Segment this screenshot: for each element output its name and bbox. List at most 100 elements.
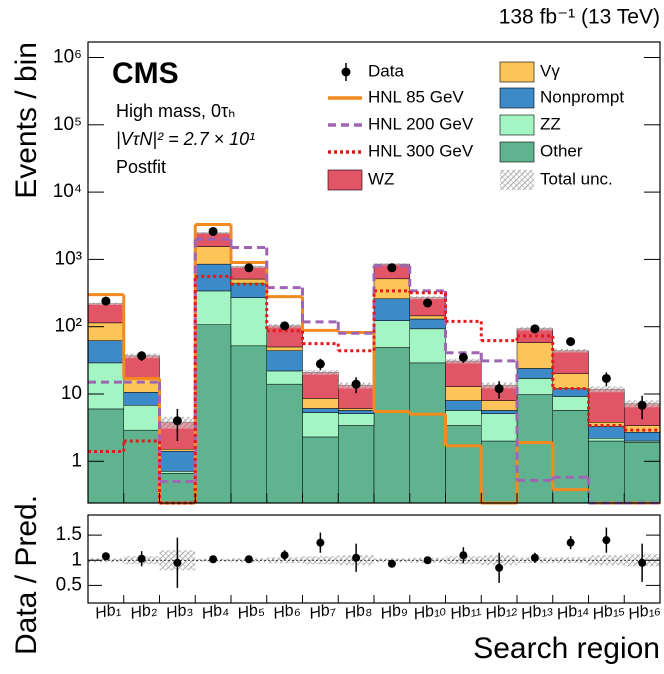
stack-segment bbox=[338, 410, 375, 414]
stack-segment bbox=[123, 392, 160, 406]
x-tick-label: Hb₁ bbox=[94, 601, 122, 623]
stack-segment bbox=[445, 400, 482, 411]
stack-segment bbox=[445, 360, 482, 387]
stack-segment bbox=[195, 263, 232, 292]
ratio-point bbox=[387, 559, 396, 568]
annotation: High mass, 0τₕ bbox=[116, 101, 235, 121]
stack-segment bbox=[338, 413, 375, 426]
y-tick-label: 1.5 bbox=[56, 524, 82, 545]
legend-label: ZZ bbox=[540, 114, 561, 133]
main-panel: 1 10 10² 10³ 10⁴ 10⁵ 10⁶ Data HNL 85 GeV HNL 200 … bbox=[53, 47, 661, 505]
stack-segment bbox=[588, 388, 625, 423]
ratio-axis-label: Data / Pred. bbox=[10, 495, 43, 655]
x-tick-label: Hb₆ bbox=[272, 600, 302, 622]
x-tick-label: Hb₇ bbox=[308, 600, 338, 622]
ratio-point bbox=[244, 555, 253, 564]
x-tick-label: Hb₉ bbox=[379, 601, 409, 623]
legend-label: HNL 200 GeV bbox=[368, 114, 474, 133]
x-tick-label: Hb₁₂ bbox=[484, 600, 518, 623]
stack-segment bbox=[481, 410, 518, 414]
stack-segment bbox=[481, 440, 518, 504]
data-point bbox=[387, 263, 397, 273]
legend-symbol bbox=[499, 87, 535, 109]
stack-segment bbox=[123, 405, 160, 431]
y-tick-label: 10⁵ bbox=[53, 114, 82, 135]
legend-label: Other bbox=[540, 141, 583, 160]
y-tick-label: 1 bbox=[71, 549, 82, 570]
stack-segment bbox=[87, 408, 124, 504]
stack-segment bbox=[302, 436, 339, 504]
stack-segment bbox=[373, 347, 410, 504]
x-tick-label: Hb₁₅ bbox=[591, 600, 626, 623]
ratio-point bbox=[566, 538, 575, 547]
stack-segment bbox=[481, 413, 518, 442]
stack-segment bbox=[409, 362, 446, 504]
data-point bbox=[101, 296, 111, 306]
ratio-frame bbox=[87, 514, 661, 604]
stack-segment bbox=[302, 372, 339, 399]
stack-segment bbox=[302, 412, 339, 438]
y-tick-label: 10³ bbox=[55, 248, 82, 269]
stack-segment bbox=[552, 373, 589, 389]
legend-label: WZ bbox=[368, 169, 394, 188]
data-point bbox=[315, 359, 325, 369]
stack-segment bbox=[230, 345, 267, 504]
data-point bbox=[172, 416, 182, 426]
ratio-point bbox=[280, 551, 289, 560]
x-tick-label: Hb₄ bbox=[200, 601, 230, 623]
stack-segment bbox=[373, 278, 410, 300]
stack-segment bbox=[159, 471, 196, 474]
y-tick-label: 1 bbox=[71, 450, 82, 471]
x-tick-label: Hb₂ bbox=[129, 601, 159, 623]
y-tick-label: 10⁶ bbox=[53, 47, 82, 68]
stack-segment bbox=[266, 350, 303, 372]
x-tick-label: Hb₁₆ bbox=[627, 600, 662, 623]
stack-segment bbox=[159, 473, 196, 504]
data-point bbox=[637, 400, 647, 410]
stack-segment bbox=[373, 298, 410, 321]
ratio-point bbox=[316, 538, 325, 547]
stack-segment bbox=[516, 342, 553, 369]
stack-segment bbox=[195, 324, 232, 504]
stack-segment bbox=[159, 450, 196, 472]
legend-symbol bbox=[499, 61, 535, 83]
stack-segment bbox=[552, 350, 589, 374]
stack-segment bbox=[588, 426, 625, 439]
stack-segment bbox=[624, 442, 661, 504]
x-tick-label: Hb₁₀ bbox=[412, 600, 447, 623]
stack-segment bbox=[87, 322, 124, 341]
legend-label: HNL 300 GeV bbox=[368, 141, 474, 160]
stack-segment bbox=[445, 386, 482, 401]
stack-segment bbox=[588, 437, 625, 442]
legend-symbol bbox=[341, 67, 351, 77]
stack-segment bbox=[123, 429, 160, 504]
data-point bbox=[566, 337, 576, 347]
y-tick-label: 10⁴ bbox=[53, 181, 82, 202]
y-axis-label: Events / bin bbox=[10, 42, 43, 199]
legend-symbol bbox=[500, 170, 534, 190]
ratio-uncertainty-band bbox=[588, 555, 625, 566]
annotation: Postfit bbox=[116, 157, 166, 177]
stack-segment bbox=[481, 400, 518, 411]
data-point bbox=[423, 298, 433, 308]
x-tick-label: Hb₁₁ bbox=[449, 600, 482, 623]
stack-segment bbox=[516, 378, 553, 395]
data-point bbox=[280, 321, 290, 331]
stack-segment bbox=[516, 394, 553, 504]
ratio-point bbox=[495, 563, 504, 572]
ratio-point bbox=[459, 551, 468, 560]
ratio-point bbox=[209, 555, 218, 564]
lumi-label: 138 fb⁻¹ (13 TeV) bbox=[499, 6, 660, 29]
stack-segment bbox=[516, 368, 553, 379]
data-point bbox=[458, 352, 468, 362]
ratio-point bbox=[602, 536, 611, 545]
uncertainty-band bbox=[588, 386, 625, 393]
stack-segment bbox=[123, 378, 160, 393]
ratio-point bbox=[101, 552, 110, 561]
data-point bbox=[494, 384, 504, 394]
stack-segment bbox=[445, 425, 482, 504]
stack-segment bbox=[87, 340, 124, 364]
data-point bbox=[351, 379, 361, 389]
